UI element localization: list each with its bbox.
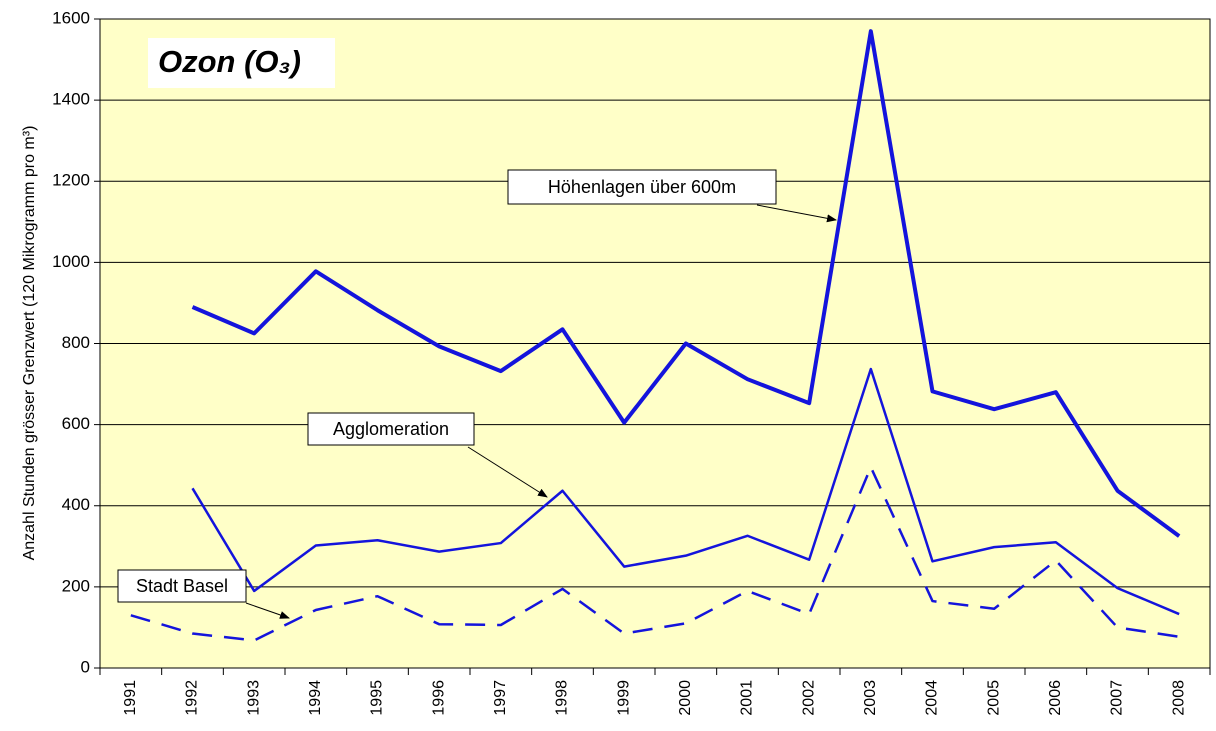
series-annotation: Höhenlagen über 600m (548, 177, 736, 197)
y-tick-label: 1600 (52, 8, 90, 27)
title-box (148, 38, 335, 88)
annotation-box (307, 412, 475, 446)
series-annotation: Agglomeration (333, 419, 449, 439)
series-line (191, 367, 1180, 616)
y-tick-label: 400 (62, 495, 90, 514)
x-tick-label: 2000 (677, 680, 694, 716)
y-tick-label: 200 (62, 576, 90, 595)
series-line (191, 29, 1181, 538)
x-tick-label: 1994 (307, 680, 324, 716)
x-tick-label: 2007 (1109, 680, 1126, 716)
x-tick-label: 1998 (554, 680, 571, 716)
annotation-arrow (245, 602, 290, 619)
x-tick-label: 2004 (924, 680, 941, 716)
series-annotation: Stadt Basel (136, 576, 228, 596)
x-tick-label: 2001 (739, 680, 756, 716)
x-tick-label: 1999 (615, 680, 632, 716)
y-tick-label: 0 (81, 657, 90, 676)
y-axis-label: Anzahl Stunden grösser Grenzwert (120 Mi… (21, 126, 38, 561)
x-tick-label: 1992 (184, 680, 201, 716)
x-tick-label: 1991 (122, 680, 139, 716)
x-tick-label: 1996 (430, 680, 447, 716)
x-tick-label: 2005 (985, 680, 1002, 716)
x-tick-label: 2003 (862, 680, 879, 716)
annotation-box (507, 169, 777, 205)
y-tick-label: 800 (62, 333, 90, 352)
x-tick-label: 1993 (245, 680, 262, 716)
x-tick-label: 1995 (369, 680, 386, 716)
annotation-box (117, 569, 247, 603)
x-tick-label: 2008 (1170, 680, 1187, 716)
x-tick-label: 2002 (800, 680, 817, 716)
annotation-arrow (467, 446, 548, 498)
y-tick-label: 600 (62, 414, 90, 433)
annotation-arrow (756, 204, 837, 223)
y-tick-label: 1000 (52, 252, 90, 271)
y-tick-label: 1400 (52, 90, 90, 109)
x-tick-label: 1997 (492, 680, 509, 716)
y-tick-label: 1200 (52, 171, 90, 190)
x-tick-label: 2006 (1047, 680, 1064, 716)
chart-title: Ozon (O₃) (158, 44, 301, 79)
